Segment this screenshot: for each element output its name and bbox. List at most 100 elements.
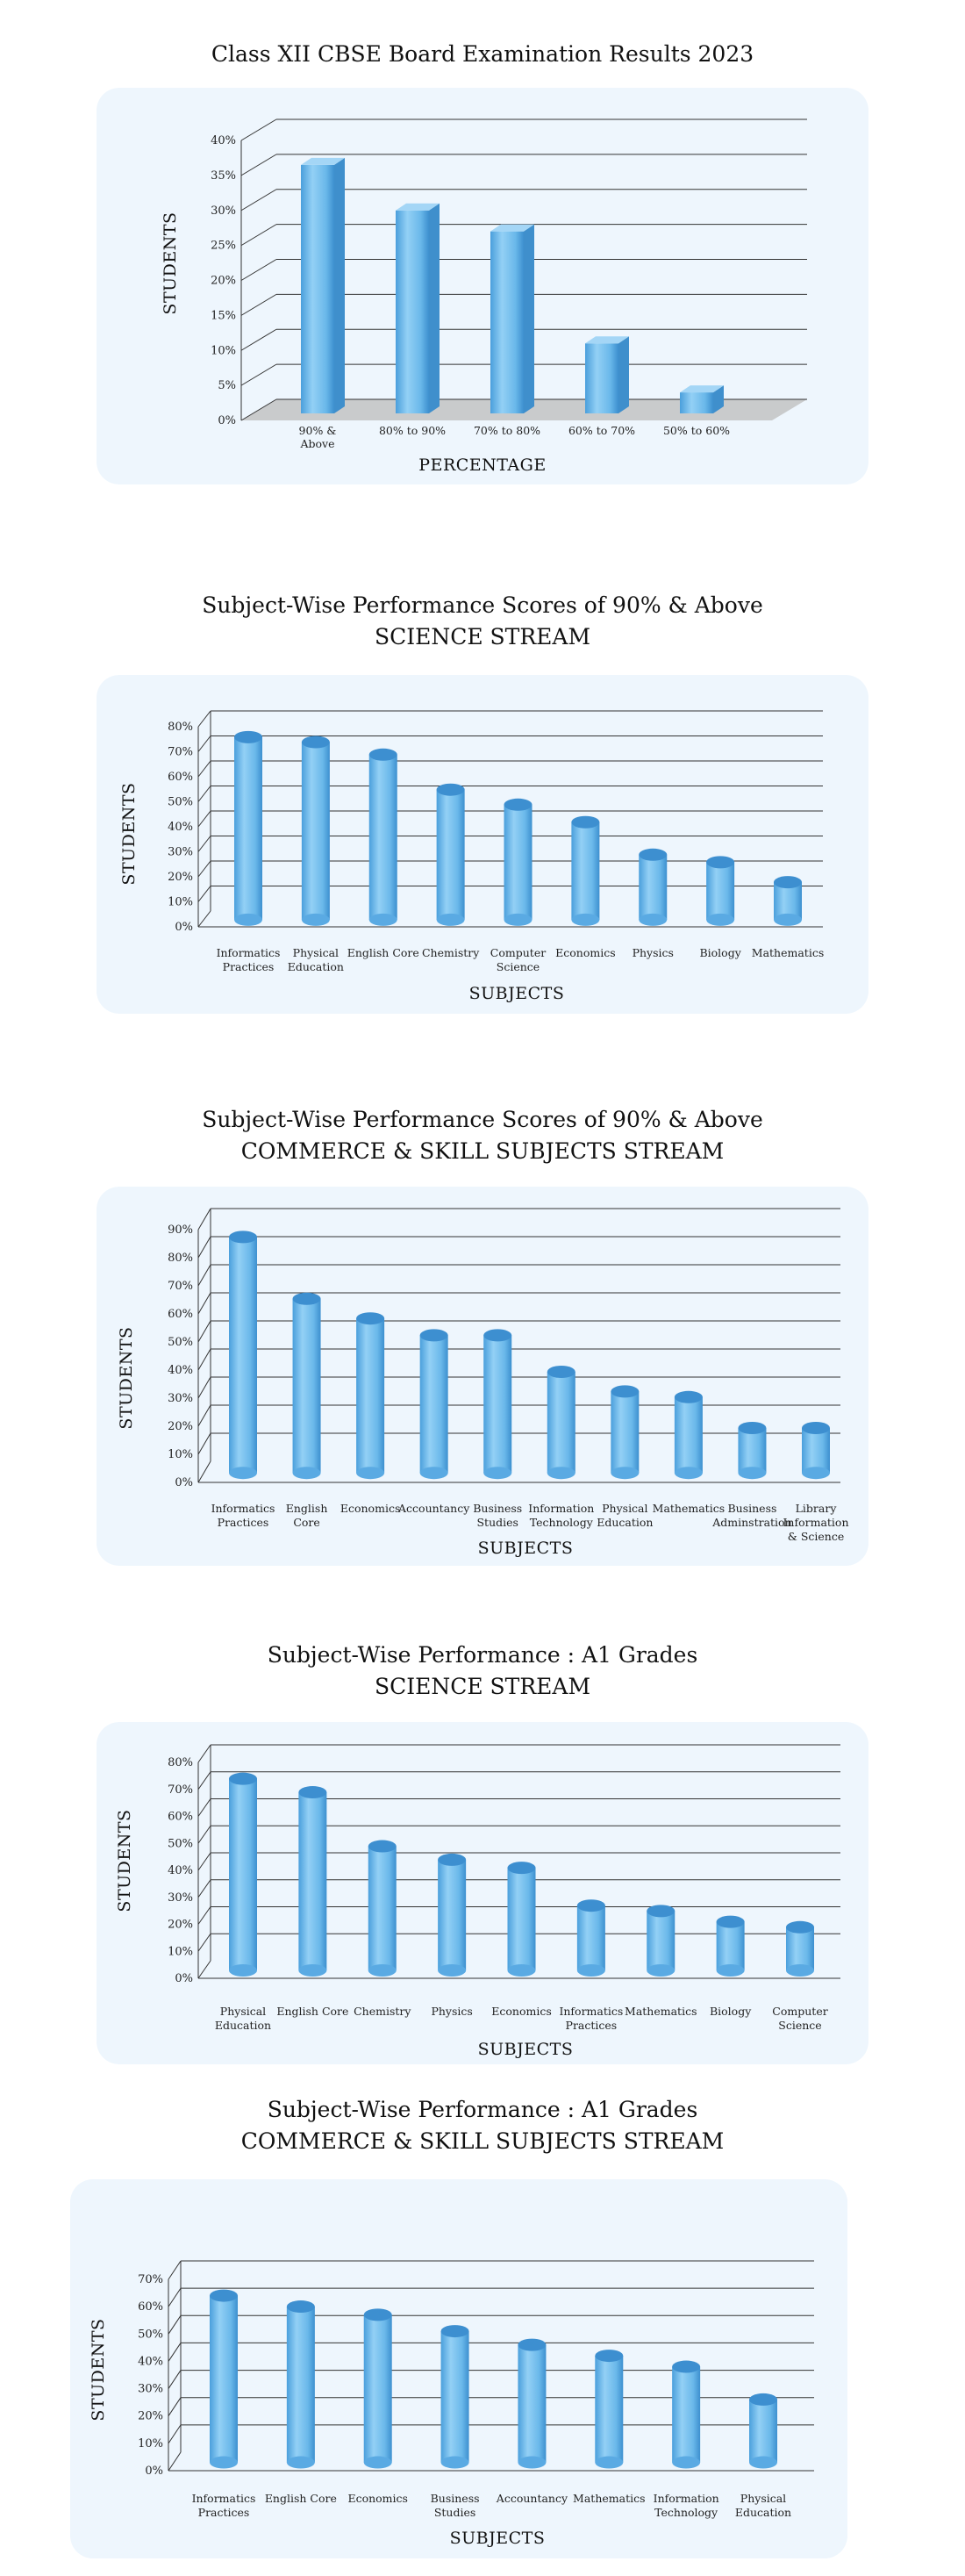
- bar-cap: [419, 1329, 448, 1342]
- bar: [483, 1335, 512, 1474]
- bar-base: [786, 1964, 814, 1977]
- bar-cap: [774, 876, 802, 889]
- x-category-label: Physical: [740, 2492, 786, 2505]
- x-category-label: 70% to 80%: [474, 424, 540, 437]
- bar: [504, 804, 533, 920]
- x-category-label: Information: [654, 2492, 719, 2505]
- bar-cap: [738, 1422, 767, 1434]
- bar: [229, 1778, 257, 1970]
- x-category-label: Physical: [220, 2005, 266, 2018]
- bar-cap: [595, 2350, 624, 2363]
- chart-3-title-line1: Subject-Wise Performance Scores of 90% &…: [202, 1107, 763, 1132]
- y-tick-label: 40%: [138, 2355, 163, 2368]
- gridline-side: [197, 786, 211, 802]
- bar-cap: [363, 2308, 392, 2321]
- bar-cap: [674, 1390, 703, 1403]
- chart-2-title-line1: Subject-Wise Performance Scores of 90% &…: [202, 592, 763, 618]
- y-tick-label: 50%: [168, 796, 193, 809]
- x-category-label: Physical: [293, 946, 339, 959]
- bar-base: [507, 1964, 536, 1977]
- bar-base: [639, 913, 668, 926]
- gridline-side: [197, 1236, 211, 1259]
- bar-base: [298, 1964, 327, 1977]
- bar-side: [524, 224, 534, 413]
- x-category-label: Technology: [654, 2506, 718, 2519]
- bar-side: [618, 336, 629, 413]
- gridline-side: [197, 1906, 211, 1925]
- gridline-side: [240, 398, 277, 421]
- chart-2-title: Subject-Wise Performance Scores of 90% &…: [0, 590, 965, 653]
- x-category-label: Economics: [340, 1502, 401, 1515]
- chart-4-title-line1: Subject-Wise Performance : A1 Grades: [267, 1642, 698, 1668]
- gridline-side: [168, 2343, 182, 2362]
- y-tick-label: 40%: [168, 821, 193, 834]
- x-category-label: Informatics: [559, 2005, 623, 2018]
- bar-base: [483, 1467, 512, 1480]
- gridline-side: [168, 2397, 182, 2416]
- x-category-label: Informatics: [217, 946, 281, 959]
- bar: [368, 754, 397, 920]
- gridline-side: [197, 810, 211, 828]
- chart-4-panel: [96, 1722, 868, 2064]
- bar-base: [518, 2456, 547, 2469]
- bar: [301, 742, 330, 920]
- bar: [571, 822, 600, 920]
- chart-1-title-line1: Class XII CBSE Board Examination Results…: [211, 41, 754, 67]
- x-category-label: English Core: [276, 2005, 348, 2018]
- x-axis-title: SUBJECTS: [478, 1539, 574, 1558]
- bar-base: [234, 913, 262, 926]
- x-category-label: Chemistry: [422, 946, 480, 959]
- x-category-label: Mathematics: [573, 2492, 645, 2505]
- bar: [639, 854, 668, 920]
- bar-top: [490, 224, 534, 232]
- bar-base: [210, 2456, 238, 2469]
- x-category-label: 90% &: [299, 424, 337, 437]
- bar-cap: [639, 848, 668, 861]
- x-category-label: Chemistry: [354, 2005, 411, 2018]
- gridline-side: [168, 2370, 182, 2389]
- x-category-label: Mathematics: [752, 946, 824, 959]
- bar-cap: [440, 2325, 469, 2338]
- y-tick-label: 50%: [138, 2328, 163, 2341]
- x-category-label: Economics: [347, 2492, 408, 2505]
- x-category-label: Economics: [491, 2005, 552, 2018]
- bar: [210, 2295, 238, 2463]
- bar: [507, 1868, 536, 1970]
- chart-3-title: Subject-Wise Performance Scores of 90% &…: [0, 1104, 965, 1167]
- bar-cap: [286, 2300, 315, 2314]
- x-category-label: Business: [431, 2492, 480, 2505]
- bar: [419, 1335, 448, 1474]
- bar: [585, 343, 618, 413]
- x-category-label: Technology: [530, 1516, 594, 1529]
- bar: [440, 2331, 469, 2463]
- bar-cap: [298, 1786, 327, 1799]
- bar-cap: [504, 798, 533, 811]
- y-tick-label: 0%: [175, 921, 193, 934]
- y-tick-label: 40%: [168, 1364, 193, 1377]
- bar-base: [595, 2456, 624, 2469]
- gridline-side: [197, 886, 211, 902]
- y-tick-label: 70%: [168, 1280, 193, 1293]
- chart-1-title: Class XII CBSE Board Examination Results…: [0, 39, 965, 70]
- bar: [672, 2366, 701, 2463]
- x-category-label: 50% to 60%: [663, 424, 730, 437]
- gridline-side: [168, 2451, 182, 2472]
- x-axis-title: PERCENTAGE: [418, 456, 546, 475]
- x-category-label: Education: [735, 2506, 791, 2519]
- y-tick-label: 20%: [138, 2410, 163, 2423]
- x-category-label: Physics: [431, 2005, 472, 2018]
- x-axis-title: SUBJECTS: [478, 2040, 574, 2059]
- y-tick-label: 80%: [168, 721, 193, 734]
- y-tick-label: 70%: [138, 2273, 163, 2286]
- gridline-side: [240, 363, 277, 386]
- y-tick-label: 50%: [168, 1336, 193, 1349]
- gridline-side: [168, 2315, 182, 2335]
- x-category-label: Library: [796, 1502, 838, 1515]
- chart-5-title: Subject-Wise Performance : A1 Grades COM…: [0, 2094, 965, 2157]
- bar: [490, 231, 524, 413]
- gridline-side: [197, 1933, 211, 1952]
- x-category-label: Science: [778, 2019, 821, 2032]
